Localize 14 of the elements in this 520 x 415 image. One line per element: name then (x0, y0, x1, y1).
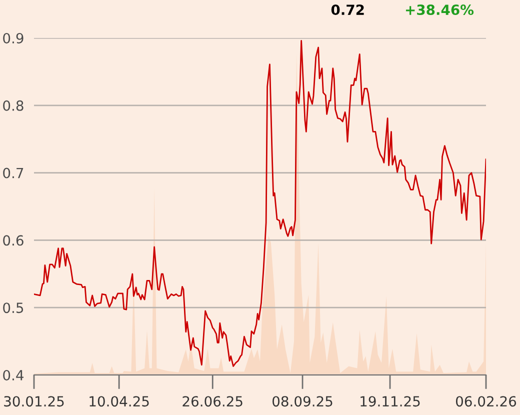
y-tick-label: 0.6 (3, 235, 24, 246)
x-tick-label: 26.06.25 (182, 396, 242, 407)
x-tick-label: 19.11.25 (360, 396, 420, 407)
x-tick-label: 06.02.26 (456, 396, 516, 407)
x-tick-label: 10.04.25 (90, 396, 149, 407)
y-tick-label: 0.4 (3, 370, 24, 380)
y-tick-label: 0.9 (3, 32, 24, 44)
y-tick-label: 0.5 (3, 302, 24, 314)
y-tick-label: 0.7 (3, 168, 24, 178)
x-tick-label: 08.09.25 (272, 396, 332, 407)
text: +38.46% (406, 4, 474, 16)
y-tick-label: 0.8 (3, 100, 24, 111)
text: 0.72 (331, 4, 364, 16)
x-tick-label: 30.01.25 (4, 396, 64, 407)
